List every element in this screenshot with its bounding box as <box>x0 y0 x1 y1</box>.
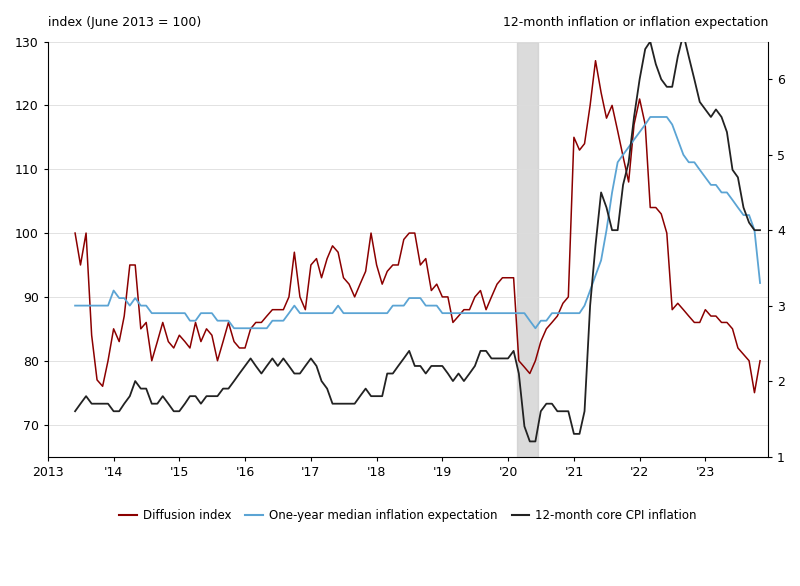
Legend: Diffusion index, One-year median inflation expectation, 12-month core CPI inflat: Diffusion index, One-year median inflati… <box>114 504 702 526</box>
Text: 12-month inflation or inflation expectation: 12-month inflation or inflation expectat… <box>502 16 768 29</box>
Bar <box>517 42 538 456</box>
Text: index (June 2013 = 100): index (June 2013 = 100) <box>48 16 201 29</box>
